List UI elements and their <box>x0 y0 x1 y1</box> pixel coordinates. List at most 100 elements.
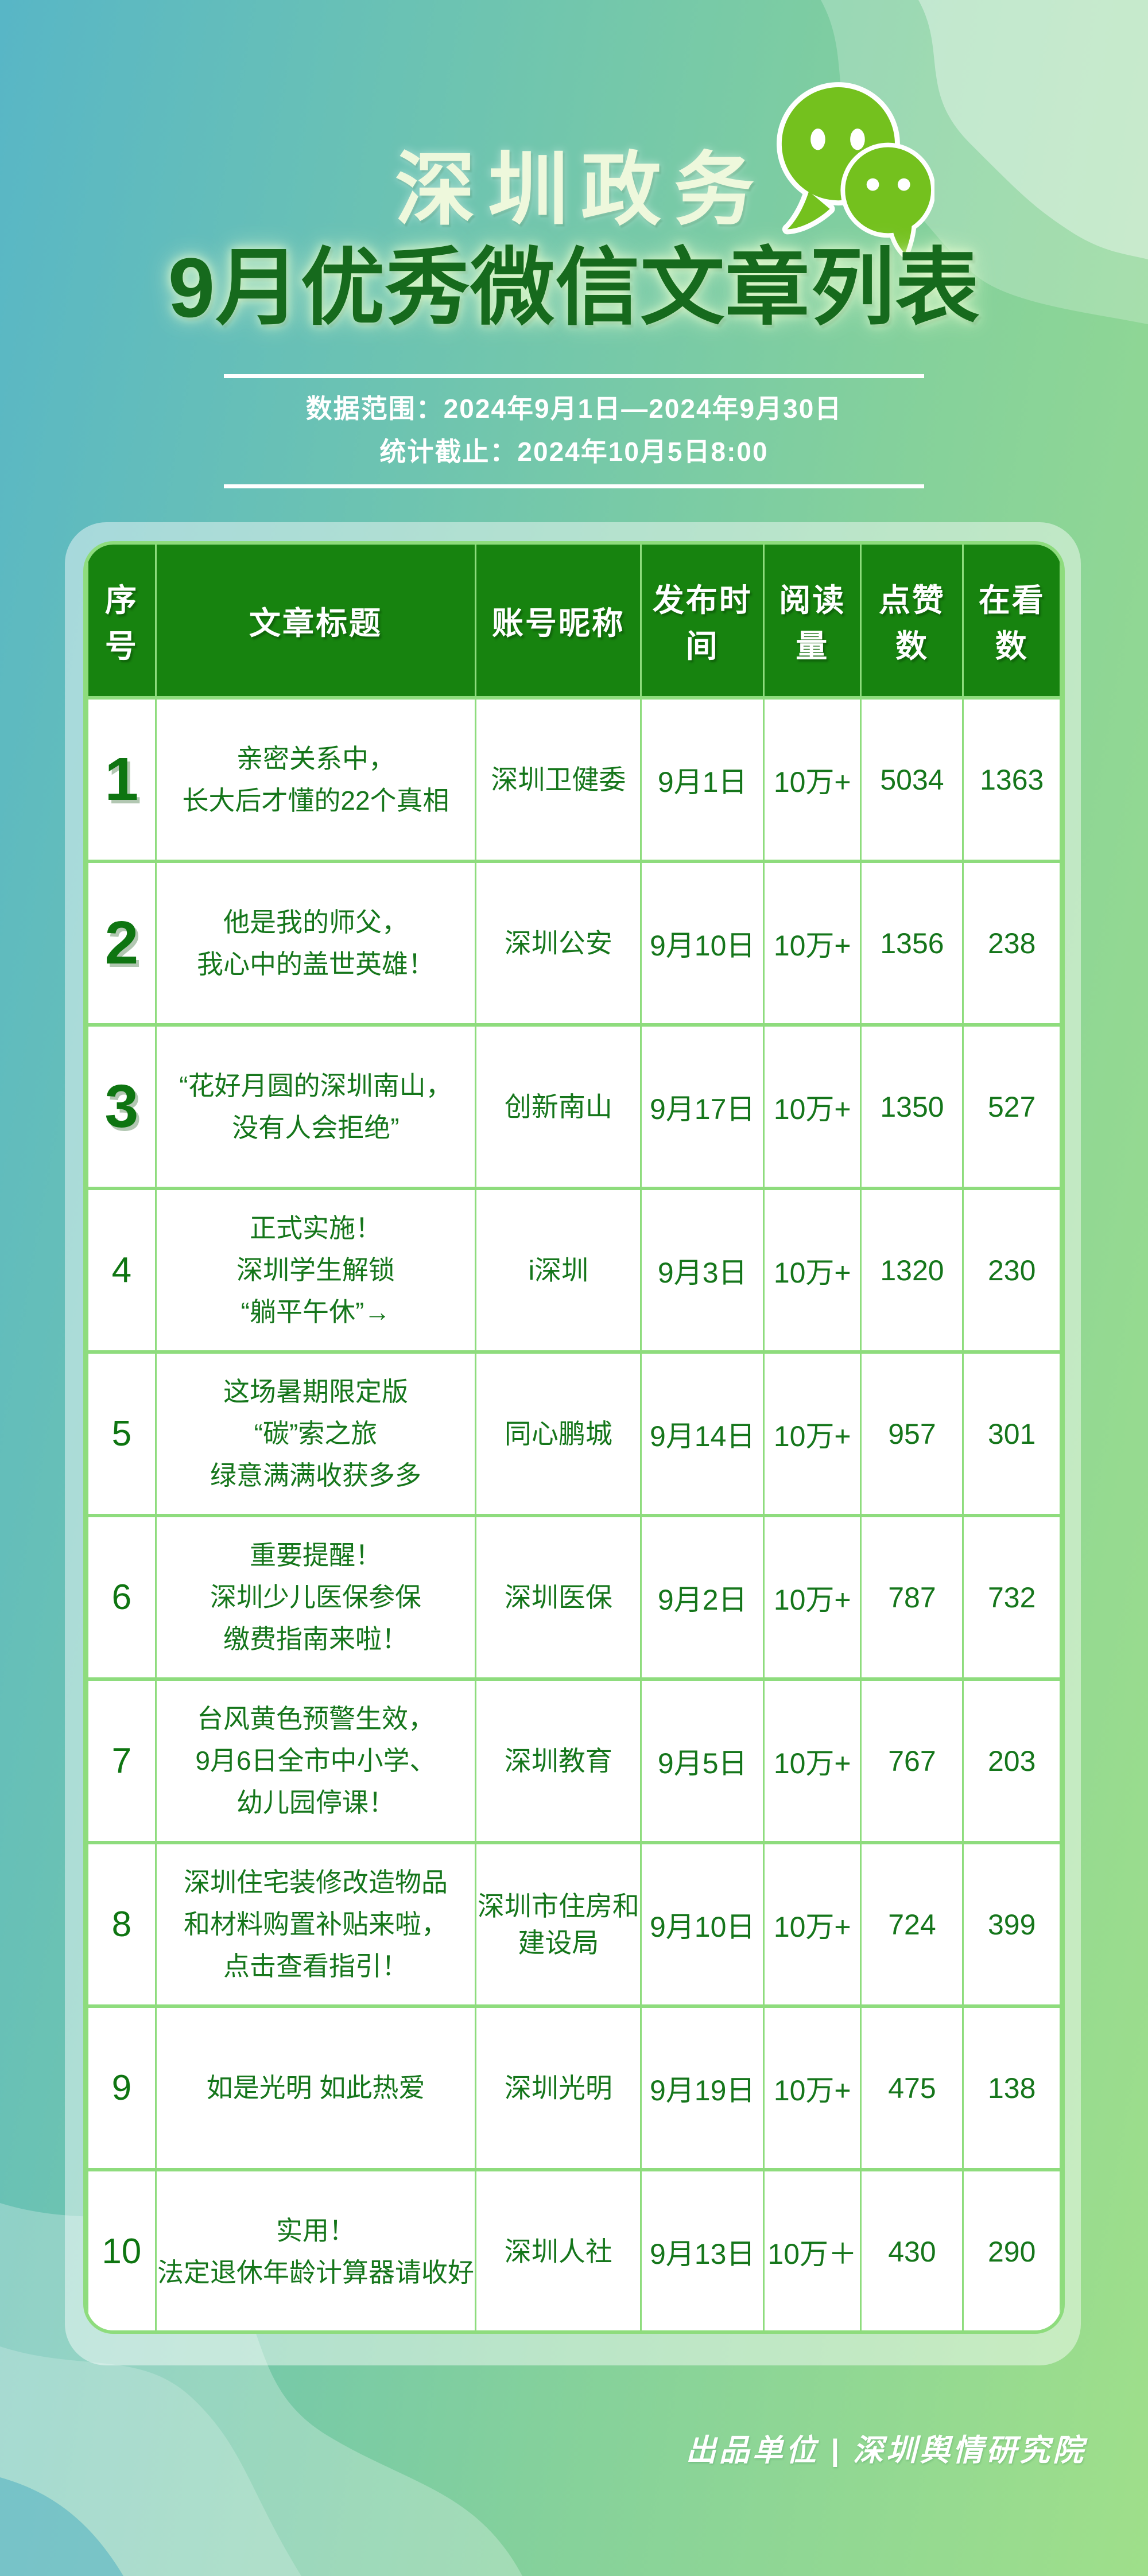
account-cell: 深圳卫健委 <box>475 696 642 863</box>
col-header-account: 账号昵称 <box>475 545 642 700</box>
col-header-date: 发布时间 <box>640 545 765 700</box>
publish-date-cell: 9月13日 <box>640 2168 765 2330</box>
publish-date-cell: 9月1日 <box>640 696 765 863</box>
rank-number: 10 <box>102 2232 142 2271</box>
table-row: 8 深圳住宅装修改造物品 和材料购置补贴来啦， 点击查看指引！ 深圳市住房和 建设局 … <box>87 1841 1061 2008</box>
title-cell: 重要提醒！ 深圳少儿医保参保 缴费指南来啦！ <box>154 1514 477 1681</box>
account-cell: i深圳 <box>475 1187 642 1354</box>
text-line: 实用！ <box>276 2215 355 2245</box>
title-cell: 如是光明 如此热爱 <box>154 2004 477 2171</box>
text-line: 9月6日全市中小学、 <box>195 1746 436 1776</box>
title-cell: 台风黄色预警生效， 9月6日全市中小学、 幼儿园停课！ <box>154 1677 477 1844</box>
publish-date-cell: 9月17日 <box>640 1023 765 1190</box>
likes-cell: 724 <box>860 1841 964 2008</box>
text-line: 和材料购置补贴来啦， <box>183 1909 448 1940</box>
publisher-credit: 出品单位 | 深圳舆情研究院 <box>685 2434 1086 2468</box>
text-line: 深圳光明 <box>504 2072 612 2103</box>
text-line: 建设局 <box>518 1927 599 1958</box>
col-header-rank: 序号 <box>87 545 157 700</box>
account-cell: 深圳教育 <box>475 1677 642 1844</box>
table-row: 9 如是光明 如此热爱 深圳光明 9月19日 10万+ 475 138 <box>87 2004 1061 2171</box>
watches-cell: 527 <box>962 1023 1061 1190</box>
text-line: 如是光明 如此热爱 <box>206 2073 425 2103</box>
account-cell: 深圳公安 <box>475 860 642 1027</box>
publish-date-cell: 9月10日 <box>640 1841 765 2008</box>
rank-cell: 1 <box>87 696 157 863</box>
account-cell: 深圳人社 <box>475 2168 642 2330</box>
publish-date-cell: 9月5日 <box>640 1677 765 1844</box>
text-line: 长大后才懂的22个真相 <box>182 785 449 815</box>
likes-cell: 475 <box>860 2004 964 2171</box>
reads-cell: 10万+ <box>762 1514 862 1681</box>
title-cell: “花好月圆的深圳南山， 没有人会拒绝” <box>154 1023 477 1190</box>
reads-cell: 10万+ <box>762 1350 862 1517</box>
text-line: 幼儿园停课！ <box>236 1787 395 1817</box>
reads-cell: 10万+ <box>762 1677 862 1844</box>
watches-cell: 203 <box>962 1677 1061 1844</box>
likes-cell: 957 <box>860 1350 964 1517</box>
rank-number: 2 <box>104 909 139 977</box>
reads-cell: 10万+ <box>762 2004 862 2171</box>
text-line: 深圳少儿医保参保 <box>210 1582 421 1613</box>
likes-cell: 5034 <box>860 696 964 863</box>
text-line: “花好月圆的深圳南山， <box>179 1070 452 1101</box>
publish-date-cell: 9月19日 <box>640 2004 765 2171</box>
account-cell: 同心鹏城 <box>475 1350 642 1517</box>
articles-table: 序号 文章标题 账号昵称 发布时间 阅读量 点赞数 在看数 1 亲密关系中， 长大… <box>87 545 1061 2330</box>
text-line: 台风黄色预警生效， <box>196 1704 435 1734</box>
rank-cell: 4 <box>87 1187 157 1354</box>
text-line: “碳”索之旅 <box>254 1419 378 1449</box>
rank-number: 8 <box>111 1905 132 1944</box>
reads-cell: 10万+ <box>762 696 862 863</box>
col-header-watches: 在看数 <box>962 545 1061 700</box>
likes-cell: 767 <box>860 1677 964 1844</box>
title-cell: 他是我的师父， 我心中的盖世英雄！ <box>154 860 477 1027</box>
rank-cell: 6 <box>87 1514 157 1681</box>
likes-cell: 430 <box>860 2168 964 2330</box>
stats-deadline-text: 统计截止：2024年10月5日8:00 <box>379 436 769 467</box>
text-line: 绿意满满收获多多 <box>210 1460 421 1490</box>
col-header-likes: 点赞数 <box>860 545 964 700</box>
account-cell: 创新南山 <box>475 1023 642 1190</box>
rank-cell: 9 <box>87 2004 157 2171</box>
watches-cell: 238 <box>962 860 1061 1027</box>
likes-cell: 1356 <box>860 860 964 1027</box>
text-line: 正式实施！ <box>249 1213 382 1244</box>
reads-cell: 10万+ <box>762 1187 862 1354</box>
text-line: 深圳住宅装修改造物品 <box>183 1867 448 1898</box>
rank-number: 7 <box>111 1741 132 1781</box>
rank-number: 4 <box>111 1250 132 1290</box>
text-line: 深圳人社 <box>504 2236 612 2267</box>
watches-cell: 301 <box>962 1350 1061 1517</box>
text-line: 同心鹏城 <box>504 1418 612 1449</box>
reads-cell: 10万+ <box>762 1841 862 2008</box>
text-line: 没有人会拒绝” <box>232 1112 400 1143</box>
brand-title: 深圳政务 <box>394 145 767 235</box>
wechat-icon <box>776 82 934 258</box>
rank-number: 1 <box>104 745 139 813</box>
reads-cell: 10万＋ <box>762 2168 862 2330</box>
table-row: 7 台风黄色预警生效， 9月6日全市中小学、 幼儿园停课！ 深圳教育 9月5日 10… <box>87 1677 1061 1844</box>
col-header-reads: 阅读量 <box>762 545 862 700</box>
publish-date-cell: 9月10日 <box>640 860 765 1027</box>
account-cell: 深圳光明 <box>475 2004 642 2171</box>
table-row: 3 “花好月圆的深圳南山， 没有人会拒绝” 创新南山 9月17日 10万+ 135… <box>87 1023 1061 1190</box>
watches-cell: 732 <box>962 1514 1061 1681</box>
likes-cell: 1320 <box>860 1187 964 1354</box>
rank-cell: 3 <box>87 1023 157 1190</box>
table-row: 1 亲密关系中， 长大后才懂的22个真相 深圳卫健委 9月1日 10万+ 5034… <box>87 696 1061 863</box>
text-line: 亲密关系中， <box>236 743 395 774</box>
likes-cell: 787 <box>860 1514 964 1681</box>
rank-number: 6 <box>111 1578 132 1617</box>
table-row: 4 正式实施！ 深圳学生解锁 “躺平午休”→ i深圳 9月3日 10万+ 1320 … <box>87 1187 1061 1354</box>
table-row: 6 重要提醒！ 深圳少儿医保参保 缴费指南来啦！ 深圳医保 9月2日 10万+ 78… <box>87 1514 1061 1681</box>
watches-cell: 290 <box>962 2168 1061 2330</box>
rank-number: 3 <box>104 1073 139 1140</box>
publish-date-cell: 9月14日 <box>640 1350 765 1517</box>
text-line: 深圳学生解锁 <box>236 1255 395 1285</box>
text-line: 深圳市住房和 <box>477 1891 639 1922</box>
account-cell: 深圳市住房和 建设局 <box>475 1841 642 2008</box>
table-row: 5 这场暑期限定版 “碳”索之旅 绿意满满收获多多 同心鹏城 9月14日 10万+ … <box>87 1350 1061 1517</box>
text-line: 点击查看指引！ <box>223 1951 408 1981</box>
